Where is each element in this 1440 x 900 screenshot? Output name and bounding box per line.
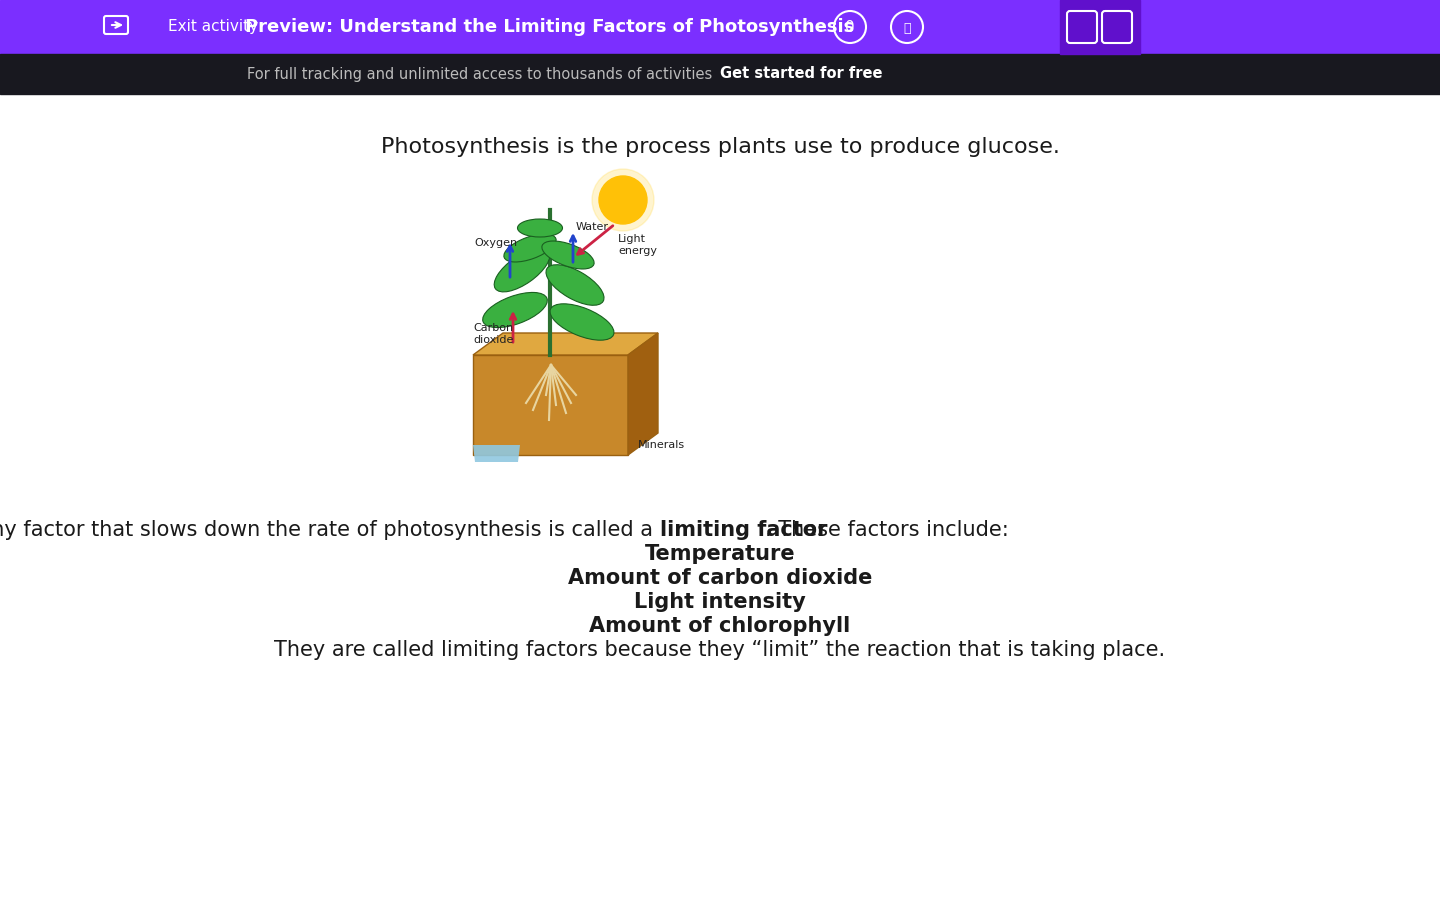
Text: Light intensity: Light intensity (634, 592, 806, 612)
Ellipse shape (541, 241, 595, 269)
Text: limiting factor: limiting factor (660, 520, 828, 540)
Text: Get started for free: Get started for free (720, 67, 883, 82)
Ellipse shape (504, 234, 556, 262)
Text: 0: 0 (845, 20, 855, 34)
Text: Photosynthesis is the process plants use to produce glucose.: Photosynthesis is the process plants use… (380, 137, 1060, 157)
Text: For full tracking and unlimited access to thousands of activities: For full tracking and unlimited access t… (248, 67, 717, 82)
Text: They are called limiting factors because they “limit” the reaction that is takin: They are called limiting factors because… (275, 640, 1165, 660)
Text: 🏆: 🏆 (903, 22, 910, 34)
Circle shape (599, 176, 647, 224)
Ellipse shape (550, 304, 613, 340)
Polygon shape (472, 355, 628, 455)
Text: Minerals: Minerals (638, 440, 685, 450)
Ellipse shape (546, 265, 603, 305)
Text: Oxygen: Oxygen (474, 238, 517, 248)
Text: Light
energy: Light energy (618, 234, 657, 256)
Ellipse shape (482, 292, 547, 328)
Text: Any factor that slows down the rate of photosynthesis is called a: Any factor that slows down the rate of p… (0, 520, 660, 540)
Text: Preview: Understand the Limiting Factors of Photosynthesis: Preview: Understand the Limiting Factors… (245, 18, 854, 36)
Ellipse shape (494, 248, 550, 292)
Circle shape (592, 169, 654, 231)
Text: Carbon
dioxide: Carbon dioxide (472, 323, 514, 345)
Polygon shape (472, 445, 520, 462)
Text: Water: Water (576, 222, 609, 232)
Polygon shape (472, 333, 658, 355)
Ellipse shape (517, 219, 563, 237)
Bar (0, 0, 1440, 54)
Text: Amount of carbon dioxide: Amount of carbon dioxide (567, 568, 873, 588)
Text: Exit activity: Exit activity (168, 20, 258, 34)
Polygon shape (628, 333, 658, 455)
Bar (1060, 0, 1140, 54)
Bar (0, 54, 1440, 94)
Text: . These factors include:: . These factors include: (765, 520, 1009, 540)
Text: Amount of chlorophyll: Amount of chlorophyll (589, 616, 851, 636)
Text: Temperature: Temperature (645, 544, 795, 564)
